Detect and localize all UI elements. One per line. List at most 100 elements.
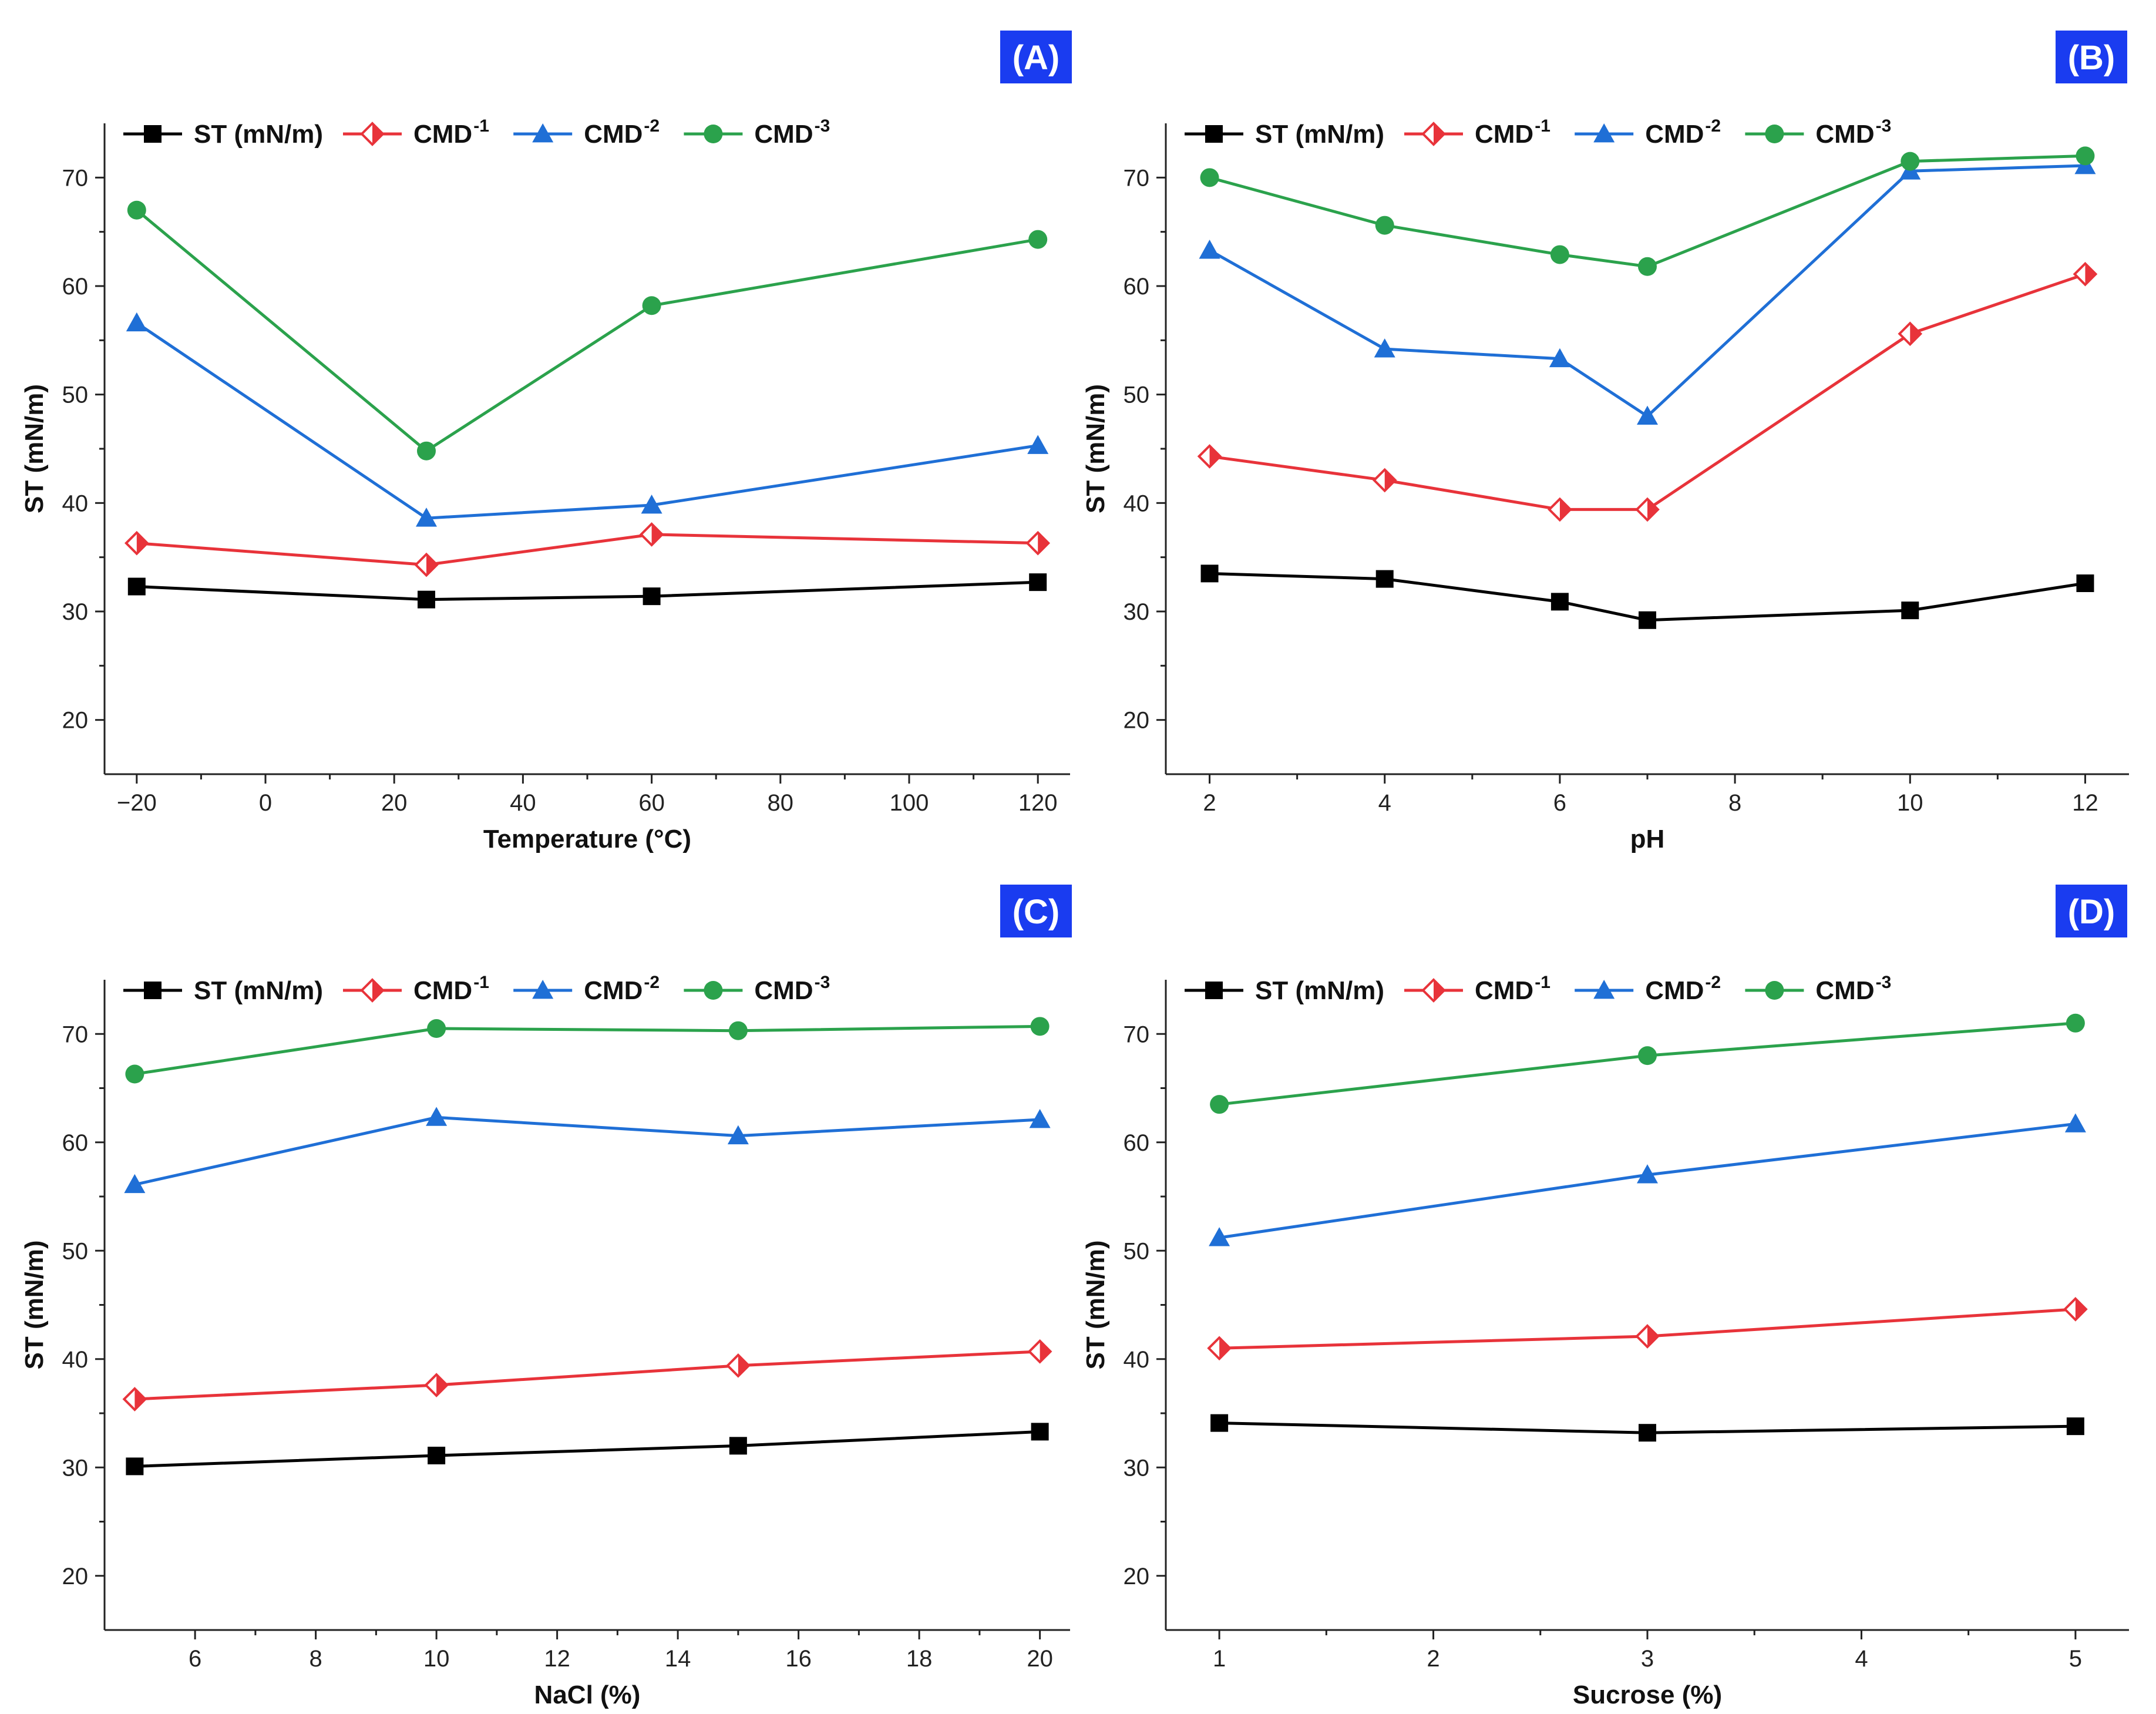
legend-item-4: CMD -3 bbox=[1745, 973, 1891, 1005]
legend-label: CMD bbox=[1475, 120, 1533, 149]
data-point-series-3 bbox=[727, 1125, 749, 1145]
legend-marker bbox=[1593, 980, 1615, 999]
y-tick-label: 60 bbox=[1124, 1130, 1150, 1156]
legend-superscript: -3 bbox=[815, 116, 830, 136]
data-point-series-3 bbox=[1637, 405, 1658, 425]
y-tick-label: 50 bbox=[1124, 382, 1150, 408]
data-point-series-1 bbox=[643, 587, 661, 606]
y-tick-label: 30 bbox=[62, 599, 89, 625]
legend-superscript: -2 bbox=[1705, 973, 1721, 992]
x-tick-label: 100 bbox=[890, 790, 929, 816]
data-point-series-4 bbox=[728, 1021, 748, 1040]
legend-superscript: -3 bbox=[815, 973, 830, 992]
panel-label-text: (A) bbox=[1013, 39, 1060, 77]
legend-label: CMD bbox=[413, 120, 472, 149]
legend-superscript: -1 bbox=[1535, 116, 1550, 136]
legend-item-4: CMD -3 bbox=[1745, 116, 1891, 149]
legend: ST (mN/m) CMD -1 CMD -2 CMD -3 bbox=[123, 973, 830, 1005]
data-point-series-1 bbox=[1029, 573, 1047, 592]
data-point-series-2 bbox=[1372, 468, 1397, 493]
legend-item-2: CMD -1 bbox=[1404, 973, 1550, 1005]
data-point-series-2 bbox=[122, 1387, 147, 1411]
y-axis-title: ST (mN/m) bbox=[20, 384, 49, 513]
data-point-series-3 bbox=[2064, 1113, 2086, 1132]
legend-item-1: ST (mN/m) bbox=[123, 120, 323, 149]
data-point-series-1 bbox=[1200, 564, 1219, 583]
data-point-series-1 bbox=[1639, 1424, 1656, 1442]
x-tick-label: 6 bbox=[189, 1646, 201, 1672]
y-tick-label: 70 bbox=[62, 165, 89, 191]
panel-label: (B) bbox=[2056, 31, 2127, 83]
data-point-series-1 bbox=[127, 577, 146, 596]
legend-label: CMD bbox=[584, 976, 643, 1005]
legend-label: CMD bbox=[1815, 976, 1874, 1005]
legend-item-3: CMD -2 bbox=[1575, 973, 1721, 1005]
y-tick-label: 70 bbox=[1124, 165, 1150, 191]
legend-superscript: -1 bbox=[473, 116, 489, 136]
series-line-1 bbox=[136, 580, 1038, 601]
legend-label: CMD bbox=[413, 976, 472, 1005]
x-tick-label: 60 bbox=[638, 790, 665, 816]
legend-marker bbox=[144, 982, 162, 999]
legend-marker bbox=[532, 123, 554, 143]
series-line-1 bbox=[134, 1430, 1040, 1468]
legend-marker bbox=[144, 125, 162, 143]
legend-item-2: CMD -1 bbox=[1404, 116, 1550, 149]
y-tick-label: 40 bbox=[62, 490, 89, 516]
legend-label: ST (mN/m) bbox=[194, 976, 323, 1005]
y-tick-label: 70 bbox=[1124, 1021, 1150, 1047]
y-axis-title: ST (mN/m) bbox=[1081, 384, 1110, 513]
data-point-series-2 bbox=[639, 522, 664, 547]
legend-marker bbox=[360, 978, 385, 1003]
series-line-4 bbox=[136, 209, 1038, 453]
legend-marker bbox=[360, 122, 385, 146]
panel-label-background bbox=[1000, 885, 1072, 937]
data-point-series-4 bbox=[1030, 1017, 1050, 1036]
data-point-series-2 bbox=[1027, 1339, 1052, 1364]
series-line-2 bbox=[1209, 273, 2086, 511]
series-line-4 bbox=[1209, 154, 2086, 268]
legend-item-2: CMD -1 bbox=[343, 116, 489, 149]
legend-item-4: CMD -3 bbox=[684, 116, 830, 149]
data-point-series-4 bbox=[1638, 1046, 1657, 1066]
legend-label: CMD bbox=[584, 120, 643, 149]
data-point-series-2 bbox=[414, 552, 439, 577]
legend: ST (mN/m) CMD -1 CMD -2 CMD -3 bbox=[1185, 973, 1891, 1005]
data-point-series-4 bbox=[417, 441, 436, 461]
data-point-series-2 bbox=[424, 1373, 449, 1397]
data-point-series-4 bbox=[1200, 168, 1219, 187]
panel-label-text: (B) bbox=[2068, 39, 2115, 77]
data-point-series-2 bbox=[1635, 1324, 1660, 1349]
data-point-series-3 bbox=[1374, 338, 1395, 358]
x-tick-label: 120 bbox=[1018, 790, 1058, 816]
data-point-series-1 bbox=[1210, 1414, 1229, 1432]
x-tick-label: 10 bbox=[1897, 790, 1923, 816]
legend-item-1: ST (mN/m) bbox=[123, 976, 323, 1005]
data-point-series-3 bbox=[1027, 435, 1049, 454]
series-line-4 bbox=[134, 1024, 1040, 1076]
y-tick-label: 20 bbox=[62, 1564, 89, 1589]
x-tick-label: 12 bbox=[2072, 790, 2098, 816]
data-point-series-1 bbox=[418, 590, 435, 609]
legend-superscript: -2 bbox=[644, 973, 660, 992]
x-tick-label: 8 bbox=[1728, 790, 1741, 816]
data-point-series-2 bbox=[124, 530, 149, 556]
x-axis-title: Temperature (°C) bbox=[483, 825, 691, 853]
panel-label-background bbox=[1000, 31, 1072, 83]
data-point-series-1 bbox=[1550, 593, 1569, 611]
data-point-series-3 bbox=[1549, 348, 1570, 368]
series-line-1 bbox=[1209, 572, 2086, 622]
data-point-series-4 bbox=[125, 1064, 144, 1084]
x-tick-label: 20 bbox=[1027, 1646, 1053, 1672]
y-axis-title: ST (mN/m) bbox=[20, 1241, 49, 1370]
legend-marker bbox=[1765, 981, 1784, 1000]
y-tick-label: 40 bbox=[1124, 1347, 1150, 1373]
y-tick-label: 60 bbox=[1124, 274, 1150, 300]
data-point-series-2 bbox=[1635, 497, 1660, 522]
x-tick-label: 40 bbox=[510, 790, 536, 816]
x-tick-label: 2 bbox=[1203, 790, 1216, 816]
panel-label-background bbox=[2056, 31, 2127, 83]
x-tick-label: 5 bbox=[2069, 1646, 2082, 1672]
series-line-3 bbox=[136, 321, 1038, 520]
x-tick-label: 12 bbox=[544, 1646, 570, 1672]
